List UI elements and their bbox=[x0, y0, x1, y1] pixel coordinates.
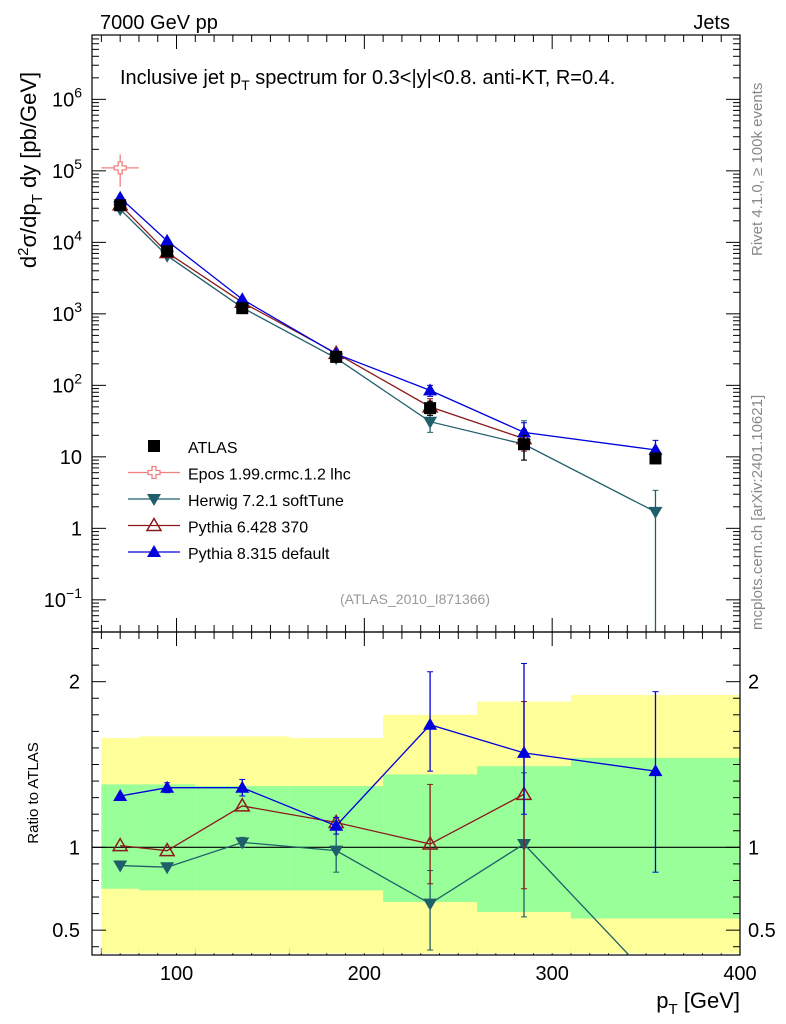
ratio-series bbox=[111, 662, 663, 955]
marker-epos bbox=[113, 161, 127, 175]
ratio-y-tick-label: 2 bbox=[69, 672, 80, 694]
ratio-marker-herwig bbox=[329, 845, 344, 858]
main-series bbox=[101, 154, 663, 632]
legend-marker-pythia bbox=[145, 517, 163, 532]
header-beam: 7000 GeV pp bbox=[100, 12, 218, 34]
ratio-y-tick-label-right: 2 bbox=[748, 672, 759, 694]
band-green bbox=[138, 784, 196, 891]
marker-atlas bbox=[330, 350, 343, 363]
ratio-marker-pythia bbox=[111, 837, 129, 852]
legend-label-pythia: Pythia 8.315 default bbox=[188, 546, 330, 563]
ratio-y-tick-label-right: 1 bbox=[748, 837, 759, 859]
ratio-marker-pythia bbox=[423, 717, 438, 730]
y-tick-label: 103 bbox=[52, 299, 82, 326]
marker-pythia bbox=[423, 383, 438, 396]
series-epos bbox=[101, 154, 139, 187]
legend-marker-pythia bbox=[147, 545, 161, 557]
legend-marker-epos bbox=[147, 465, 161, 480]
y-tick-label: 10−1 bbox=[44, 585, 82, 612]
ratio-series-pythia bbox=[113, 662, 663, 873]
y-tick-label: 102 bbox=[52, 370, 82, 397]
chart-title: Inclusive jet pT spectrum for 0.3<|y|<0.… bbox=[120, 67, 615, 93]
legend-label-atlas: ATLAS bbox=[188, 440, 238, 457]
uncertainty-bands bbox=[101, 694, 740, 954]
x-tick-label: 100 bbox=[160, 963, 193, 985]
ratio-line-pythia bbox=[120, 793, 525, 852]
legend-label-epos: Epos 1.99.crmc.1.2 lhc bbox=[188, 467, 351, 484]
header-category: Jets bbox=[693, 12, 730, 34]
ratio-panel: 100 200 300 400 pT [GeV] 0.5 0.5 1 1 2 2 Ratio to A… bbox=[25, 631, 776, 1018]
ratio-frame bbox=[91, 631, 741, 956]
series-pythia bbox=[111, 196, 533, 452]
marker-atlas bbox=[114, 199, 127, 212]
ratio-marker-pythia bbox=[421, 835, 439, 850]
marker-atlas bbox=[424, 402, 437, 415]
y-tick-label: 105 bbox=[52, 156, 82, 183]
ratio-marker-herwig bbox=[113, 860, 128, 873]
ratio-y-axis-label: Ratio to ATLAS bbox=[25, 742, 42, 843]
ratio-marker-pythia bbox=[648, 764, 663, 777]
ratio-y-tick-label: 1 bbox=[69, 837, 80, 859]
legend-marker-herwig bbox=[147, 494, 161, 506]
ratio-marker-pythia bbox=[329, 818, 344, 831]
marker-pythia bbox=[517, 425, 531, 438]
ratio-marker-pythia bbox=[158, 842, 176, 857]
side-rivet-label: Rivet 4.1.0, ≥ 100k events bbox=[749, 83, 766, 256]
side-mcplots-label: mcplots.cern.ch [arXiv:2401.10621] bbox=[749, 395, 766, 630]
ratio-marker-pythia bbox=[113, 788, 128, 801]
marker-herwig bbox=[648, 506, 663, 519]
y-tick-label: 10 bbox=[60, 447, 82, 469]
ratio-y-tick-label-right: 0.5 bbox=[748, 920, 776, 942]
ratio-marker-herwig bbox=[423, 898, 438, 911]
main-y-axis-label: d2σ/dpT dy [pb/GeV] bbox=[15, 72, 46, 268]
legend-label-pythia: Pythia 6.428 370 bbox=[188, 520, 308, 537]
y-tick-label: 1 bbox=[71, 518, 82, 540]
ratio-marker-pythia bbox=[517, 745, 531, 758]
legend-marker-atlas bbox=[148, 440, 160, 452]
x-tick-label: 300 bbox=[535, 963, 568, 985]
analysis-id: (ATLAS_2010_I871366) bbox=[340, 591, 490, 607]
ratio-y-tick-label: 0.5 bbox=[52, 920, 80, 942]
series-pythia bbox=[113, 190, 663, 458]
marker-pythia bbox=[235, 292, 250, 305]
x-tick-label: 400 bbox=[723, 963, 756, 985]
ratio-marker-herwig bbox=[160, 862, 175, 875]
main-frame bbox=[91, 34, 741, 633]
marker-atlas bbox=[649, 452, 662, 465]
x-axis-label: pT [GeV] bbox=[656, 988, 740, 1018]
ratio-marker-pythia bbox=[160, 780, 175, 793]
marker-atlas bbox=[161, 245, 174, 258]
y-tick-label: 106 bbox=[52, 84, 82, 111]
legend-label-herwig: Herwig 7.2.1 softTune bbox=[188, 493, 344, 510]
ratio-marker-pythia bbox=[235, 780, 250, 793]
ratio-marker-pythia bbox=[233, 797, 251, 812]
marker-atlas bbox=[236, 302, 249, 315]
ratio-marker-herwig bbox=[235, 837, 250, 850]
legend: ATLAS Epos 1.99.crmc.1.2 lhc Herwig 7.2.1 … bbox=[128, 440, 351, 563]
x-tick-label: 200 bbox=[348, 963, 381, 985]
series-line-pythia bbox=[119, 197, 656, 451]
marker-herwig bbox=[423, 416, 438, 429]
series-atlas bbox=[114, 199, 662, 465]
marker-pythia bbox=[648, 442, 663, 455]
series-line-pythia bbox=[119, 204, 525, 440]
y-tick-label: 104 bbox=[52, 227, 82, 254]
marker-atlas bbox=[518, 438, 530, 451]
marker-pythia bbox=[160, 233, 175, 246]
